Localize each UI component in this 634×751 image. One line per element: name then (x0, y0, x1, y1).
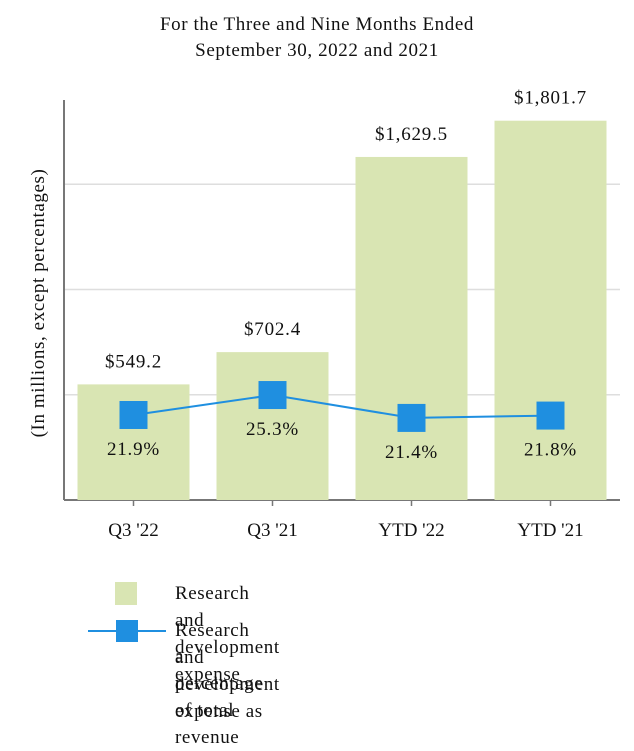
bar (216, 352, 329, 500)
line-marker (258, 381, 287, 410)
line-marker (397, 403, 426, 432)
bar-value-label: $549.2 (105, 351, 162, 372)
bar (494, 120, 607, 501)
line-value-label: 21.4% (385, 442, 438, 463)
line-marker (536, 401, 565, 430)
line-value-label: 21.9% (107, 439, 160, 460)
chart-subtitle: September 30, 2022 and 2021 (195, 40, 439, 61)
line-value-label: 25.3% (246, 419, 299, 440)
bar-value-label: $702.4 (244, 319, 301, 340)
line-value-label: 21.8% (524, 440, 577, 461)
x-tick-label: YTD '21 (517, 520, 583, 541)
bar-value-label: $1,629.5 (375, 124, 448, 145)
y-axis-label: (In millions, except percentages) (28, 169, 49, 438)
legend-bar-label: Research and development expense (175, 583, 280, 685)
x-tick-label: Q3 '22 (108, 520, 158, 541)
legend-line-label-2: a percentage of total revenue (175, 646, 264, 748)
line-series (133, 394, 551, 419)
line-marker (119, 400, 148, 429)
x-tick-label: YTD '22 (378, 520, 444, 541)
legend-line-marker (116, 620, 138, 642)
bar-value-label: $1,801.7 (514, 88, 587, 109)
legend-bar-swatch (115, 582, 137, 605)
chart-title: For the Three and Nine Months Ended (159, 14, 475, 35)
bar-line-chart: (In millions, except percentages) $549.2 Q… (28, 88, 620, 541)
x-tick-label: Q3 '21 (247, 520, 297, 541)
bar (355, 156, 468, 500)
